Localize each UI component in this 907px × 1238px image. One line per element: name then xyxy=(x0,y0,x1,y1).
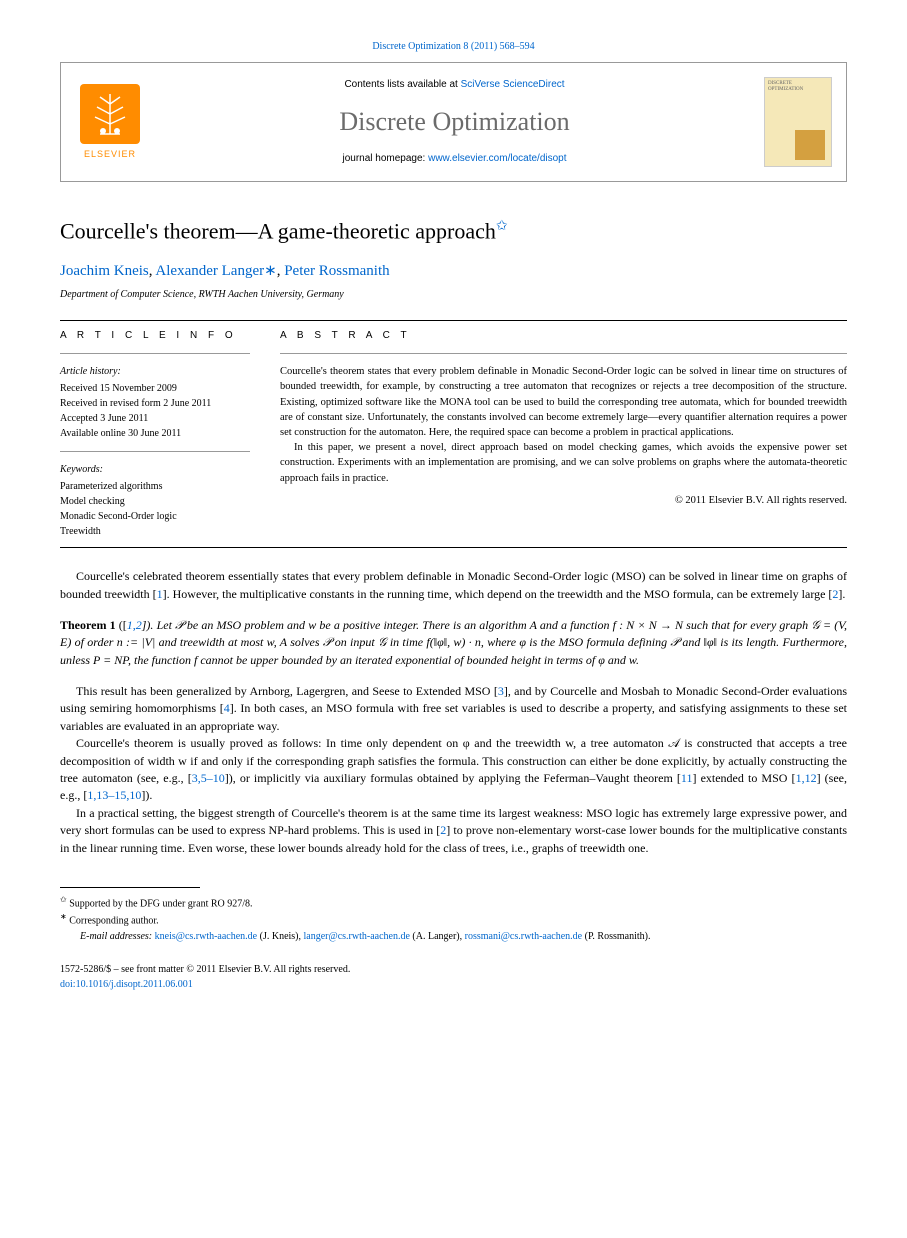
keyword-1: Parameterized algorithms xyxy=(60,479,250,494)
theorem-cite-link[interactable]: 1,2 xyxy=(127,618,142,632)
p3-text-b: ]), or implicitly via auxiliary formulas… xyxy=(225,771,681,785)
header-center: Contents lists available at SciVerse Sci… xyxy=(145,78,764,166)
body-p1: Courcelle's celebrated theorem essential… xyxy=(60,568,847,603)
contents-line: Contents lists available at SciVerse Sci… xyxy=(145,78,764,92)
footnote-separator xyxy=(60,887,200,888)
body-text: Courcelle's celebrated theorem essential… xyxy=(60,568,847,857)
history-online: Available online 30 June 2011 xyxy=(60,426,250,441)
elsevier-logo[interactable]: ELSEVIER xyxy=(75,77,145,167)
journal-cover-thumbnail[interactable]: DISCRETE OPTIMIZATION xyxy=(764,77,832,167)
issn-copyright: 1572-5286/$ – see front matter © 2011 El… xyxy=(60,962,847,977)
body-p4: In a practical setting, the biggest stre… xyxy=(60,805,847,857)
title-footnote-link[interactable]: ✩ xyxy=(496,219,508,234)
article-history-block: Article history: Received 15 November 20… xyxy=(60,364,250,441)
p1-text-b: ]. However, the multiplicative constants… xyxy=(163,587,833,601)
abstract-p1: Courcelle's theorem states that every pr… xyxy=(280,364,847,440)
history-title: Article history: xyxy=(60,364,250,379)
theorem-1: Theorem 1 ([1,2]). Let 𝒫 be an MSO probl… xyxy=(60,617,847,669)
email-1-who: (J. Kneis), xyxy=(257,931,303,942)
cover-art-icon xyxy=(795,130,825,160)
abstract-column: A B S T R A C T Courcelle's theorem stat… xyxy=(280,329,847,539)
emails-label: E-mail addresses: xyxy=(80,931,155,942)
journal-header-box: ELSEVIER Contents lists available at Sci… xyxy=(60,62,847,182)
homepage-prefix: journal homepage: xyxy=(342,153,428,164)
sciencedirect-link[interactable]: SciVerse ScienceDirect xyxy=(461,79,565,90)
p2-text-a: This result has been generalized by Arnb… xyxy=(76,684,498,698)
history-accepted: Accepted 3 June 2011 xyxy=(60,411,250,426)
affiliation: Department of Computer Science, RWTH Aac… xyxy=(60,288,847,302)
info-abstract-row: A R T I C L E I N F O Article history: R… xyxy=(60,329,847,539)
body-p3: Courcelle's theorem is usually proved as… xyxy=(60,735,847,805)
info-divider-1 xyxy=(60,353,250,354)
email-3-link[interactable]: rossmani@cs.rwth-aachen.de xyxy=(465,931,583,942)
contents-prefix: Contents lists available at xyxy=(344,79,460,90)
p1-text-c: ]. xyxy=(838,587,845,601)
elsevier-label: ELSEVIER xyxy=(84,148,136,161)
top-citation: Discrete Optimization 8 (2011) 568–594 xyxy=(60,40,847,54)
theorem-cite-b: ]). xyxy=(142,618,154,632)
divider-top xyxy=(60,320,847,321)
footnote-2-text: Corresponding author. xyxy=(67,916,159,927)
article-title: Courcelle's theorem—A game-theoretic app… xyxy=(60,212,847,247)
doi-prefix-link[interactable]: doi: xyxy=(60,979,76,990)
doi-link[interactable]: 10.1016/j.disopt.2011.06.001 xyxy=(76,979,193,990)
email-2-link[interactable]: langer@cs.rwth-aachen.de xyxy=(304,931,410,942)
p3-text-c: ] extended to MSO [ xyxy=(692,771,795,785)
top-citation-link[interactable]: Discrete Optimization 8 (2011) 568–594 xyxy=(372,41,534,52)
homepage-line: journal homepage: www.elsevier.com/locat… xyxy=(145,152,764,166)
divider-bottom xyxy=(60,547,847,548)
history-received: Received 15 November 2009 xyxy=(60,381,250,396)
abstract-divider-top xyxy=(280,353,847,354)
email-2-who: (A. Langer), xyxy=(410,931,465,942)
footnote-2-mark: ∗ xyxy=(60,912,67,921)
cover-title: DISCRETE OPTIMIZATION xyxy=(765,78,831,95)
body-p2: This result has been generalized by Arnb… xyxy=(60,683,847,735)
authors: Joachim Kneis, Alexander Langer∗, Peter … xyxy=(60,261,847,282)
author-1-link[interactable]: Joachim Kneis xyxy=(60,263,149,279)
footnote-1-mark: ✩ xyxy=(60,895,67,904)
elsevier-tree-icon xyxy=(80,84,140,144)
keyword-3: Monadic Second-Order logic xyxy=(60,509,250,524)
ref-1-12-link[interactable]: 1,12 xyxy=(796,771,817,785)
author-3-link[interactable]: Peter Rossmanith xyxy=(284,263,389,279)
keywords-block: Keywords: Parameterized algorithms Model… xyxy=(60,462,250,539)
bottom-meta: 1572-5286/$ – see front matter © 2011 El… xyxy=(60,962,847,992)
page-container: Discrete Optimization 8 (2011) 568–594 E… xyxy=(0,0,907,1032)
abstract-p2: In this paper, we present a novel, direc… xyxy=(280,440,847,486)
info-divider-2 xyxy=(60,451,250,452)
article-info-column: A R T I C L E I N F O Article history: R… xyxy=(60,329,250,539)
email-1-link[interactable]: kneis@cs.rwth-aachen.de xyxy=(155,931,258,942)
article-info-label: A R T I C L E I N F O xyxy=(60,329,250,343)
footnote-2: ∗ Corresponding author. xyxy=(60,911,847,928)
email-3-who: (P. Rossmanith). xyxy=(582,931,650,942)
theorem-label: Theorem 1 xyxy=(60,618,116,632)
keyword-2: Model checking xyxy=(60,494,250,509)
p3-text-e: ]). xyxy=(141,788,152,802)
history-revised: Received in revised form 2 June 2011 xyxy=(60,396,250,411)
title-text: Courcelle's theorem—A game-theoretic app… xyxy=(60,218,496,243)
corresponding-mark-link[interactable]: ∗ xyxy=(264,263,277,279)
homepage-link[interactable]: www.elsevier.com/locate/disopt xyxy=(428,153,566,164)
footnote-emails: E-mail addresses: kneis@cs.rwth-aachen.d… xyxy=(60,929,847,944)
author-2-link[interactable]: Alexander Langer xyxy=(155,263,264,279)
footnote-1: ✩ Supported by the DFG under grant RO 92… xyxy=(60,894,847,911)
ref-1-13-15-10-link[interactable]: 1,13–15,10 xyxy=(87,788,141,802)
footnotes: ✩ Supported by the DFG under grant RO 92… xyxy=(60,894,847,944)
footnote-1-text: Supported by the DFG under grant RO 927/… xyxy=(67,898,253,909)
theorem-body: Let 𝒫 be an MSO problem and w be a posit… xyxy=(60,618,847,667)
ref-3-5-10-link[interactable]: 3,5–10 xyxy=(192,771,225,785)
theorem-cite-a: ([ xyxy=(116,618,127,632)
keywords-title: Keywords: xyxy=(60,462,250,477)
doi-line: doi:10.1016/j.disopt.2011.06.001 xyxy=(60,977,847,992)
abstract-text: Courcelle's theorem states that every pr… xyxy=(280,364,847,486)
keyword-4: Treewidth xyxy=(60,524,250,539)
ref-11-link[interactable]: 11 xyxy=(681,771,693,785)
abstract-label: A B S T R A C T xyxy=(280,329,847,343)
abstract-copyright: © 2011 Elsevier B.V. All rights reserved… xyxy=(280,494,847,509)
journal-name: Discrete Optimization xyxy=(145,104,764,140)
